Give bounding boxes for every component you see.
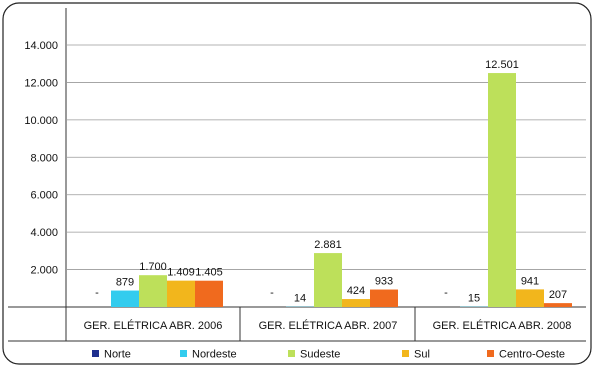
bar-nordeste-0 xyxy=(111,290,139,307)
legend-swatch xyxy=(180,350,187,357)
category-labels: GER. ELÉTRICA ABR. 2006 GER. ELÉTRICA ABR… xyxy=(84,319,572,332)
data-label: 933 xyxy=(375,276,393,288)
data-label: 1.700 xyxy=(139,261,167,273)
category-label: GER. ELÉTRICA ABR. 2007 xyxy=(259,319,398,332)
data-label: 2.881 xyxy=(314,239,342,251)
legend: Norte Nordeste Sudeste Sul Centro-Oeste xyxy=(92,349,565,361)
legend-swatch xyxy=(92,350,99,357)
category-label: GER. ELÉTRICA ABR. 2006 xyxy=(84,319,223,332)
bars xyxy=(111,73,572,308)
y-tick-label: 2.000 xyxy=(30,265,58,277)
bar-sudeste-1 xyxy=(314,253,342,307)
bar-sul-2 xyxy=(516,289,544,307)
y-tick-labels: 2.000 4.000 6.000 8.000 10.000 12.000 14.000 xyxy=(24,40,58,277)
legend-swatch xyxy=(402,350,409,357)
legend-label: Sudeste xyxy=(300,349,340,361)
data-label: 424 xyxy=(347,285,365,297)
category-label: GER. ELÉTRICA ABR. 2008 xyxy=(433,319,572,332)
data-label: 879 xyxy=(116,277,134,289)
y-tick-label: 12.000 xyxy=(24,77,58,89)
bar-sudeste-0 xyxy=(139,275,167,307)
legend-label: Nordeste xyxy=(192,349,237,361)
legend-swatch xyxy=(487,350,494,357)
data-label: 12.501 xyxy=(485,59,519,71)
y-tick-label: 14.000 xyxy=(24,40,58,52)
data-label: 1.405 xyxy=(195,267,223,279)
bar-centro-oeste-1 xyxy=(370,289,398,307)
legend-label: Centro-Oeste xyxy=(499,349,565,361)
data-label: 207 xyxy=(549,289,567,301)
y-tick-label: 4.000 xyxy=(30,227,58,239)
data-label: 15 xyxy=(468,293,480,305)
y-tick-label: 10.000 xyxy=(24,115,58,127)
bar-sul-1 xyxy=(342,299,370,307)
y-tick-label: 6.000 xyxy=(30,190,58,202)
data-label: 1.409 xyxy=(167,267,195,279)
bar-sudeste-2 xyxy=(488,73,516,308)
legend-label: Norte xyxy=(104,349,131,361)
data-label: 941 xyxy=(521,275,539,287)
data-label: - xyxy=(270,287,274,299)
data-label: 14 xyxy=(294,293,306,305)
legend-label: Sul xyxy=(414,349,430,361)
bar-centro-oeste-0 xyxy=(195,280,223,307)
data-label: - xyxy=(444,287,448,299)
data-label: - xyxy=(95,287,99,299)
legend-swatch xyxy=(288,350,295,357)
bar-centro-oeste-2 xyxy=(544,303,572,307)
data-labels: - 879 1.700 1.409 1.405 - 14 2.881 424 933 - 15 12.5… xyxy=(95,59,567,305)
bar-sul-0 xyxy=(167,280,195,307)
y-tick-label: 8.000 xyxy=(30,152,58,164)
